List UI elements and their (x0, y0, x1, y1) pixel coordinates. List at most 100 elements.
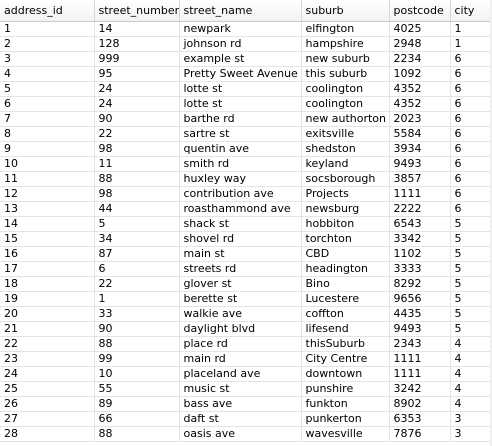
cell-street-name[interactable]: glover st (179, 276, 302, 292)
cell-city[interactable]: 5 (450, 261, 491, 277)
cell-city[interactable]: 3 (450, 426, 491, 442)
cell-street-name[interactable]: lotte st (179, 96, 302, 112)
cell-address-id[interactable]: 4 (0, 66, 95, 82)
cell-street-number[interactable]: 1 (94, 291, 180, 307)
cell-postcode[interactable]: 1111 (389, 351, 451, 367)
table-row[interactable]: 4 95 Pretty Sweet Avenue this suburb 1092 6 (0, 66, 491, 82)
cell-postcode[interactable]: 1092 (389, 66, 451, 82)
cell-street-number[interactable]: 89 (94, 396, 180, 412)
table-row[interactable]: 10 11 smith rd keyland 9493 6 (0, 156, 491, 172)
cell-address-id[interactable]: 19 (0, 291, 95, 307)
cell-street-number[interactable]: 88 (94, 336, 180, 352)
cell-street-name[interactable]: berette st (179, 291, 302, 307)
cell-street-number[interactable]: 22 (94, 276, 180, 292)
cell-suburb[interactable]: punshire (301, 381, 390, 397)
cell-street-name[interactable]: huxley way (179, 171, 302, 187)
cell-suburb[interactable]: shedston (301, 141, 390, 157)
cell-address-id[interactable]: 5 (0, 81, 95, 97)
cell-address-id[interactable]: 7 (0, 111, 95, 127)
column-header-postcode[interactable]: postcode (389, 0, 451, 22)
cell-suburb[interactable]: newsburg (301, 201, 390, 217)
cell-street-name[interactable]: main rd (179, 351, 302, 367)
cell-street-number[interactable]: 24 (94, 96, 180, 112)
table-row[interactable]: 21 90 daylight blvd lifesend 9493 5 (0, 321, 491, 337)
cell-city[interactable]: 6 (450, 141, 491, 157)
cell-city[interactable]: 1 (450, 21, 491, 37)
cell-city[interactable]: 6 (450, 186, 491, 202)
cell-postcode[interactable]: 9493 (389, 156, 451, 172)
cell-suburb[interactable]: elfington (301, 21, 390, 37)
table-row[interactable]: 19 1 berette st Lucestere 9656 5 (0, 291, 491, 307)
cell-street-name[interactable]: newpark (179, 21, 302, 37)
cell-street-name[interactable]: example st (179, 51, 302, 67)
cell-city[interactable]: 5 (450, 276, 491, 292)
cell-city[interactable]: 5 (450, 306, 491, 322)
cell-postcode[interactable]: 1111 (389, 186, 451, 202)
cell-postcode[interactable]: 4025 (389, 21, 451, 37)
cell-street-name[interactable]: placeland ave (179, 366, 302, 382)
table-row[interactable]: 20 33 walkie ave coffton 4435 5 (0, 306, 491, 322)
cell-suburb[interactable]: CBD (301, 246, 390, 262)
cell-street-number[interactable]: 98 (94, 141, 180, 157)
cell-postcode[interactable]: 3857 (389, 171, 451, 187)
column-header-city[interactable]: city (450, 0, 491, 22)
table-row[interactable]: 22 88 place rd thisSuburb 2343 4 (0, 336, 491, 352)
table-row[interactable]: 3 999 example st new suburb 2234 6 (0, 51, 491, 67)
cell-address-id[interactable]: 26 (0, 396, 95, 412)
cell-street-name[interactable]: johnson rd (179, 36, 302, 52)
cell-address-id[interactable]: 28 (0, 426, 95, 442)
cell-street-name[interactable]: smith rd (179, 156, 302, 172)
cell-address-id[interactable]: 1 (0, 21, 95, 37)
cell-postcode[interactable]: 2023 (389, 111, 451, 127)
cell-city[interactable]: 6 (450, 111, 491, 127)
cell-city[interactable]: 6 (450, 66, 491, 82)
cell-city[interactable]: 4 (450, 381, 491, 397)
cell-postcode[interactable]: 3242 (389, 381, 451, 397)
cell-postcode[interactable]: 7876 (389, 426, 451, 442)
cell-address-id[interactable]: 12 (0, 186, 95, 202)
table-row[interactable]: 12 98 contribution ave Projects 1111 6 (0, 186, 491, 202)
cell-street-number[interactable]: 99 (94, 351, 180, 367)
table-row[interactable]: 17 6 streets rd headington 3333 5 (0, 261, 491, 277)
cell-postcode[interactable]: 8902 (389, 396, 451, 412)
table-row[interactable]: 6 24 lotte st coolington 4352 6 (0, 96, 491, 112)
cell-address-id[interactable]: 23 (0, 351, 95, 367)
cell-city[interactable]: 5 (450, 216, 491, 232)
cell-suburb[interactable]: keyland (301, 156, 390, 172)
cell-address-id[interactable]: 15 (0, 231, 95, 247)
column-header-street-number[interactable]: street_number (94, 0, 180, 22)
cell-street-name[interactable]: place rd (179, 336, 302, 352)
cell-address-id[interactable]: 16 (0, 246, 95, 262)
cell-postcode[interactable]: 1102 (389, 246, 451, 262)
cell-suburb[interactable]: coffton (301, 306, 390, 322)
cell-street-number[interactable]: 66 (94, 411, 180, 427)
cell-street-number[interactable]: 88 (94, 426, 180, 442)
cell-postcode[interactable]: 6543 (389, 216, 451, 232)
table-row[interactable]: 15 34 shovel rd torchton 3342 5 (0, 231, 491, 247)
cell-address-id[interactable]: 13 (0, 201, 95, 217)
cell-address-id[interactable]: 25 (0, 381, 95, 397)
table-row[interactable]: 23 99 main rd City Centre 1111 4 (0, 351, 491, 367)
cell-street-number[interactable]: 55 (94, 381, 180, 397)
cell-street-number[interactable]: 999 (94, 51, 180, 67)
cell-postcode[interactable]: 3342 (389, 231, 451, 247)
cell-postcode[interactable]: 4435 (389, 306, 451, 322)
cell-suburb[interactable]: funkton (301, 396, 390, 412)
cell-address-id[interactable]: 3 (0, 51, 95, 67)
cell-postcode[interactable]: 2234 (389, 51, 451, 67)
table-row[interactable]: 27 66 daft st punkerton 6353 3 (0, 411, 491, 427)
table-row[interactable]: 9 98 quentin ave shedston 3934 6 (0, 141, 491, 157)
cell-city[interactable]: 4 (450, 366, 491, 382)
cell-suburb[interactable]: hobbiton (301, 216, 390, 232)
cell-suburb[interactable]: Bino (301, 276, 390, 292)
cell-postcode[interactable]: 3934 (389, 141, 451, 157)
cell-street-name[interactable]: shack st (179, 216, 302, 232)
cell-suburb[interactable]: this suburb (301, 66, 390, 82)
cell-street-number[interactable]: 5 (94, 216, 180, 232)
column-header-address-id[interactable]: address_id (0, 0, 95, 22)
cell-address-id[interactable]: 10 (0, 156, 95, 172)
vertical-scrollbar[interactable] (490, 0, 492, 446)
cell-suburb[interactable]: socsborough (301, 171, 390, 187)
table-row[interactable]: 2 128 johnson rd hampshire 2948 1 (0, 36, 491, 52)
cell-suburb[interactable]: downtown (301, 366, 390, 382)
